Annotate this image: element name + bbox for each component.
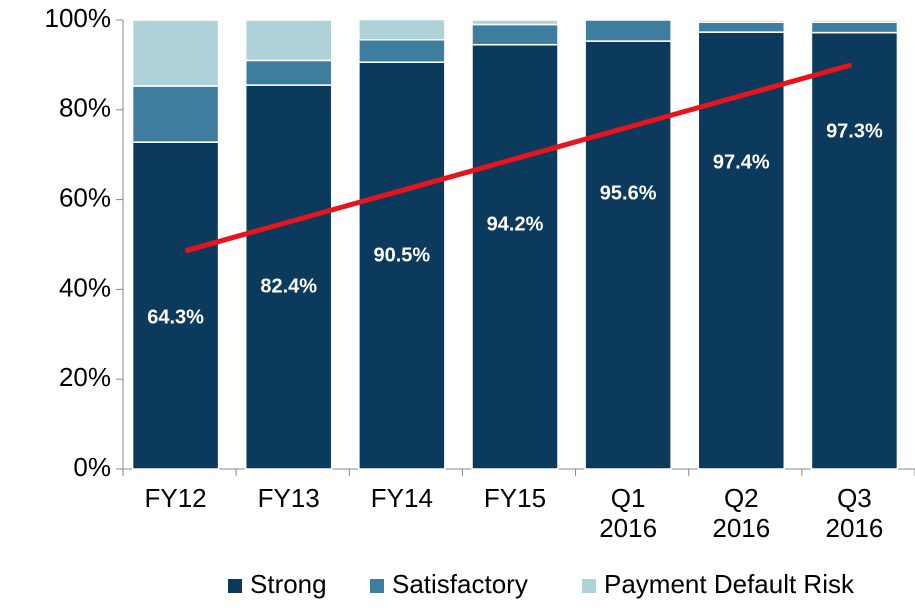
legend-label: Strong (250, 569, 327, 599)
legend-swatch (228, 579, 242, 593)
data-label: 90.5% (373, 244, 430, 266)
bar-segment (358, 61, 446, 470)
y-tick-label: 40% (59, 272, 111, 302)
y-tick-label: 0% (73, 452, 111, 482)
bar-segment (584, 19, 672, 42)
x-tick-label: FY13 (257, 483, 320, 513)
legend-label: Satisfactory (392, 569, 528, 599)
legend-swatch (370, 579, 384, 593)
bar-segment (244, 59, 333, 86)
x-tick-label: FY15 (483, 483, 547, 513)
data-label: 97.4% (713, 152, 770, 174)
x-tick-label: FY14 (370, 483, 433, 513)
trend-line (184, 62, 853, 254)
bar-segment (471, 19, 559, 26)
y-tick-label: 100% (45, 3, 112, 33)
data-label: 82.4% (260, 275, 317, 297)
bar-segment (358, 18, 446, 41)
bar-segment (471, 43, 559, 470)
bar-segment (244, 84, 333, 470)
data-label: 95.6% (600, 182, 657, 204)
bar-segment (584, 40, 672, 470)
data-label: 97.3% (826, 121, 883, 143)
y-tick-label: 20% (59, 362, 111, 392)
bar-segment (697, 21, 786, 33)
bar-segment (471, 23, 559, 46)
bar-segment (810, 21, 899, 34)
bar-segment (697, 19, 786, 23)
data-label: 64.3% (147, 306, 204, 328)
bar-segment (131, 85, 220, 143)
x-tick-label: Q2 2016 (712, 483, 771, 543)
bar-segment (131, 141, 220, 470)
legend-swatch (582, 579, 596, 593)
y-tick-label: 80% (59, 93, 111, 123)
data-label: 94.2% (487, 213, 544, 235)
bar-segment (244, 19, 333, 62)
x-tick-label: Q1 2016 (599, 483, 658, 543)
x-tick-label: FY12 (144, 483, 207, 513)
bar-segment (810, 19, 899, 23)
legend-label: Payment Default Risk (604, 569, 855, 599)
bar-segment (810, 31, 899, 470)
y-tick-label: 60% (59, 182, 111, 212)
x-tick-label: Q3 2016 (825, 483, 884, 543)
bar-segment (358, 39, 446, 63)
bar-segment (131, 19, 220, 87)
